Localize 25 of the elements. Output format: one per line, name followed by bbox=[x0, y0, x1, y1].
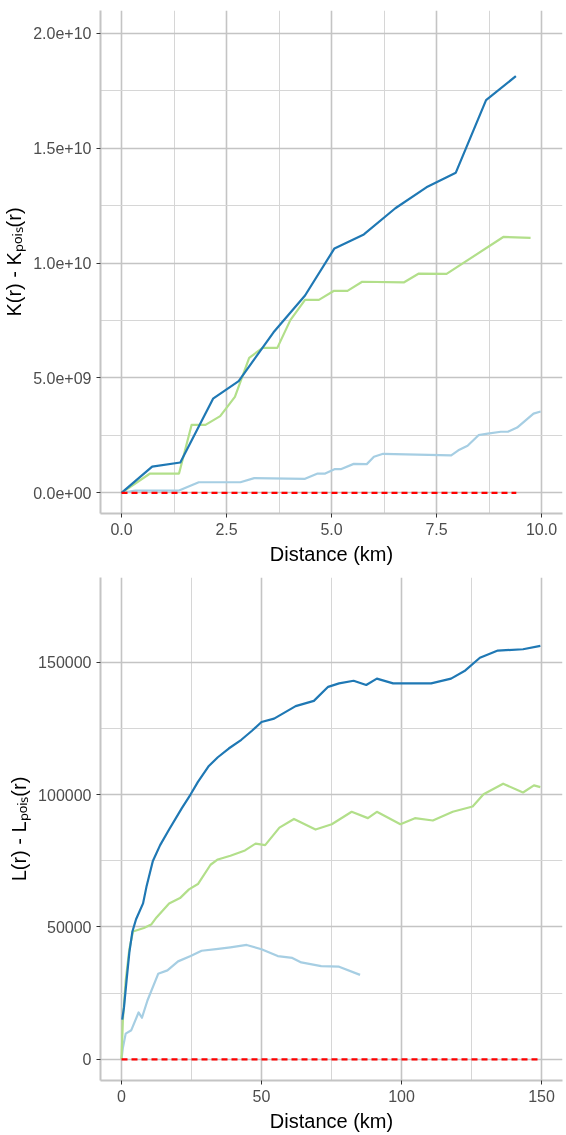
y-tick-label: 150000 bbox=[38, 654, 92, 672]
x-tick-label: 5.0 bbox=[320, 520, 343, 538]
x-tick-label: 7.5 bbox=[425, 520, 448, 538]
line-series bbox=[120, 75, 517, 494]
y-tick-label: 1.5e+10 bbox=[33, 140, 92, 158]
line-series bbox=[120, 782, 542, 1061]
y-tick-label: 50000 bbox=[47, 918, 92, 936]
x-tick-label: 150 bbox=[528, 1087, 555, 1105]
x-tick-label: 10.0 bbox=[525, 520, 558, 538]
x-tick-label: 0.0 bbox=[110, 520, 133, 538]
x-tick-label: 50 bbox=[252, 1087, 271, 1105]
x-tick-label: 2.5 bbox=[215, 520, 238, 538]
y-tick-label: 1.0e+10 bbox=[33, 255, 92, 273]
y-tick-label: 100000 bbox=[38, 786, 92, 804]
y-tick-label: 5.0e+09 bbox=[33, 369, 92, 387]
y-axis-title: L(r) - Lₚₒᵢₛ(r) bbox=[8, 776, 32, 882]
line-series bbox=[121, 644, 542, 1021]
x-axis-title: Distance (km) bbox=[269, 542, 394, 565]
x-axis-title: Distance (km) bbox=[269, 1109, 394, 1132]
x-tick-label: 0 bbox=[117, 1087, 127, 1105]
y-tick-label: 0 bbox=[82, 1051, 92, 1069]
y-axis-title: K(r) - Kₚₒᵢₛ(r) bbox=[3, 207, 27, 317]
x-tick-label: 100 bbox=[388, 1087, 415, 1105]
y-tick-label: 0.0e+00 bbox=[33, 484, 92, 502]
y-tick-label: 2.0e+10 bbox=[33, 25, 92, 43]
